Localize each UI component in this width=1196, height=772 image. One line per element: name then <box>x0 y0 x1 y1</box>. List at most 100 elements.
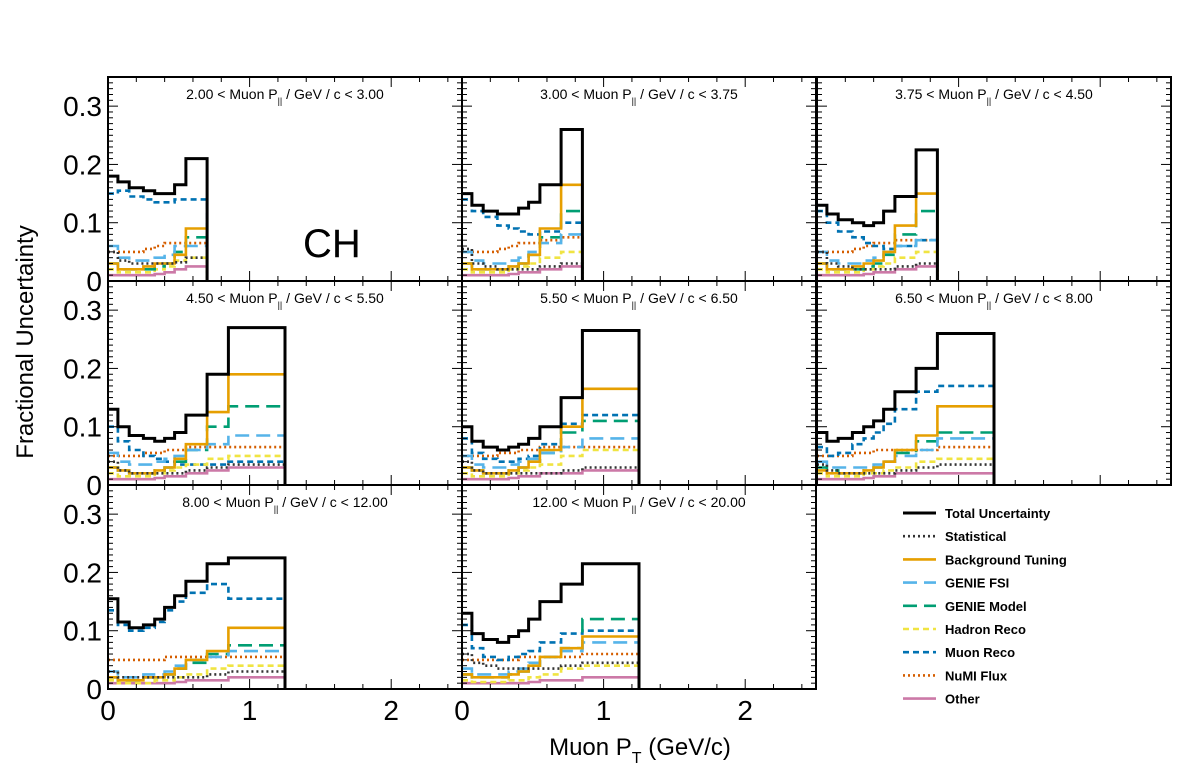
series-line-muon-reco <box>817 384 996 485</box>
legend-label: Total Uncertainty <box>945 506 1051 521</box>
panel-title-post: / GeV / c < 3.00 <box>282 86 384 102</box>
panel-title: 8.00 < Muon P|| / GeV / c < 12.00 <box>182 494 388 514</box>
series-line-hadron-reco <box>108 454 287 485</box>
panel-title-pre: 6.50 < Muon P <box>895 290 986 306</box>
panel-title-sub: || <box>632 300 637 310</box>
x-tick-label: 2 <box>383 695 399 726</box>
series-line-genie-fsi <box>817 238 939 281</box>
legend-item-statistical: Statistical <box>903 529 1006 544</box>
panel-ticks <box>461 76 816 282</box>
series-line-hadron-reco <box>817 457 996 485</box>
panel-frame <box>461 484 817 690</box>
panel-title-sub: || <box>987 300 992 310</box>
panel-title-sub: || <box>632 504 637 514</box>
series-line-statistical <box>108 670 287 689</box>
panel-title-post: / GeV / c < 5.50 <box>282 290 384 306</box>
x-tick-label: 1 <box>596 695 612 726</box>
series-line-total-uncertainty <box>108 556 287 689</box>
legend-item-genie-model: GENIE Model <box>903 599 1027 614</box>
panel-frame <box>107 76 463 282</box>
panel-title-post: / GeV / c < 20.00 <box>636 494 746 510</box>
series-line-other <box>817 472 996 485</box>
panel-ticks <box>107 76 462 282</box>
series-line-statistical <box>817 463 996 485</box>
y-tick-label: 0.3 <box>63 91 102 122</box>
legend: Total Uncertainty Statistical Background T… <box>903 506 1067 707</box>
panel-title-pre: 3.00 < Muon P <box>540 86 631 102</box>
y-tick-label: 0.2 <box>63 557 102 588</box>
legend-label: GENIE FSI <box>945 576 1009 591</box>
x-axis-title-sub: T <box>632 750 642 767</box>
panel-title: 2.00 < Muon P|| / GeV / c < 3.00 <box>186 86 384 106</box>
panel-title-pre: 5.50 < Muon P <box>540 290 631 306</box>
panel-4-series <box>108 326 287 485</box>
x-tick-label: 1 <box>242 695 258 726</box>
panel-title-sub: || <box>987 96 992 106</box>
series-line-background-tuning <box>817 192 939 281</box>
y-tick-label: 0.1 <box>63 616 102 647</box>
y-axis-title: Fractional Uncertainty <box>12 225 39 458</box>
panel-frame <box>816 76 1172 282</box>
legend-item-numi-flux: NuMI Flux <box>903 668 1008 683</box>
series-line-numi-flux <box>462 652 641 689</box>
series-line-total-uncertainty <box>462 329 641 485</box>
panel-title-pre: 3.75 < Muon P <box>895 86 986 102</box>
x-axis-title-main: Muon P <box>549 734 632 761</box>
panel-ticks <box>461 484 816 690</box>
panel-ticks <box>816 76 1171 282</box>
panel-title: 3.00 < Muon P|| / GeV / c < 3.75 <box>540 86 738 106</box>
panel-2: 3.00 < Muon P|| / GeV / c < 3.75 <box>461 76 817 282</box>
series-line-statistical <box>462 460 641 485</box>
panel-title: 6.50 < Muon P|| / GeV / c < 8.00 <box>895 290 1093 310</box>
series-line-total-uncertainty <box>817 148 939 281</box>
x-tick-label: 0 <box>100 695 116 726</box>
series-line-statistical <box>108 250 209 281</box>
panel-title-pre: 12.00 < Muon P <box>532 494 631 510</box>
legend-label: NuMI Flux <box>945 668 1008 683</box>
series-line-genie-fsi <box>817 437 996 485</box>
y-tick-label: 0.1 <box>63 412 102 443</box>
panel-8: 12.00 < Muon P|| / GeV / c < 20.00 <box>461 484 817 690</box>
y-tick-label: 0.2 <box>63 353 102 384</box>
panel-5-series <box>462 329 641 485</box>
series-line-other <box>462 265 584 281</box>
legend-item-other: Other <box>903 692 980 707</box>
legend-label: Statistical <box>945 529 1006 544</box>
series-line-hadron-reco <box>462 664 641 689</box>
series-line-numi-flux <box>108 655 287 689</box>
series-line-muon-reco <box>108 582 287 689</box>
series-line-statistical <box>462 247 584 281</box>
x-axis-title-unit: (GeV/c) <box>642 734 731 761</box>
panel-6: 6.50 < Muon P|| / GeV / c < 8.00 <box>816 280 1172 486</box>
series-line-statistical <box>817 250 939 281</box>
panel-title: 4.50 < Muon P|| / GeV / c < 5.50 <box>186 290 384 310</box>
series-line-background-tuning <box>462 183 584 281</box>
panel-ticks <box>816 280 1171 486</box>
panel-4: 4.50 < Muon P|| / GeV / c < 5.50 <box>107 280 463 486</box>
panel-title-post: / GeV / c < 6.50 <box>636 290 738 306</box>
panel-title-pre: 4.50 < Muon P <box>186 290 277 306</box>
legend-item-total-uncertainty: Total Uncertainty <box>903 506 1051 521</box>
x-tick-label: 2 <box>737 695 753 726</box>
panel-5: 5.50 < Muon P|| / GeV / c < 6.50 <box>461 280 817 486</box>
series-line-background-tuning <box>817 405 996 485</box>
series-line-total-uncertainty <box>462 562 641 689</box>
legend-item-muon-reco: Muon Reco <box>903 645 1015 660</box>
x-axis-title: Muon PT (GeV/c) <box>549 734 731 767</box>
panel-1: 2.00 < Muon P|| / GeV / c < 3.00 <box>107 76 463 282</box>
series-line-other <box>817 265 939 281</box>
panel-title-sub: || <box>278 96 283 106</box>
panels-group: 2.00 < Muon P|| / GeV / c < 3.00 3.00 < M… <box>107 76 1172 690</box>
legend-label: Other <box>945 692 980 707</box>
legend-item-hadron-reco: Hadron Reco <box>903 622 1026 637</box>
material-label: CH <box>303 222 361 266</box>
panel-title-pre: 2.00 < Muon P <box>186 86 277 102</box>
panel-7: 8.00 < Muon P|| / GeV / c < 12.00 <box>107 484 463 690</box>
y-tick-label: 0 <box>86 674 102 705</box>
series-line-total-uncertainty <box>108 326 287 485</box>
series-line-total-uncertainty <box>462 128 584 281</box>
series-line-total-uncertainty <box>817 332 996 485</box>
panel-title-post: / GeV / c < 3.75 <box>636 86 738 102</box>
series-line-background-tuning <box>108 227 209 281</box>
